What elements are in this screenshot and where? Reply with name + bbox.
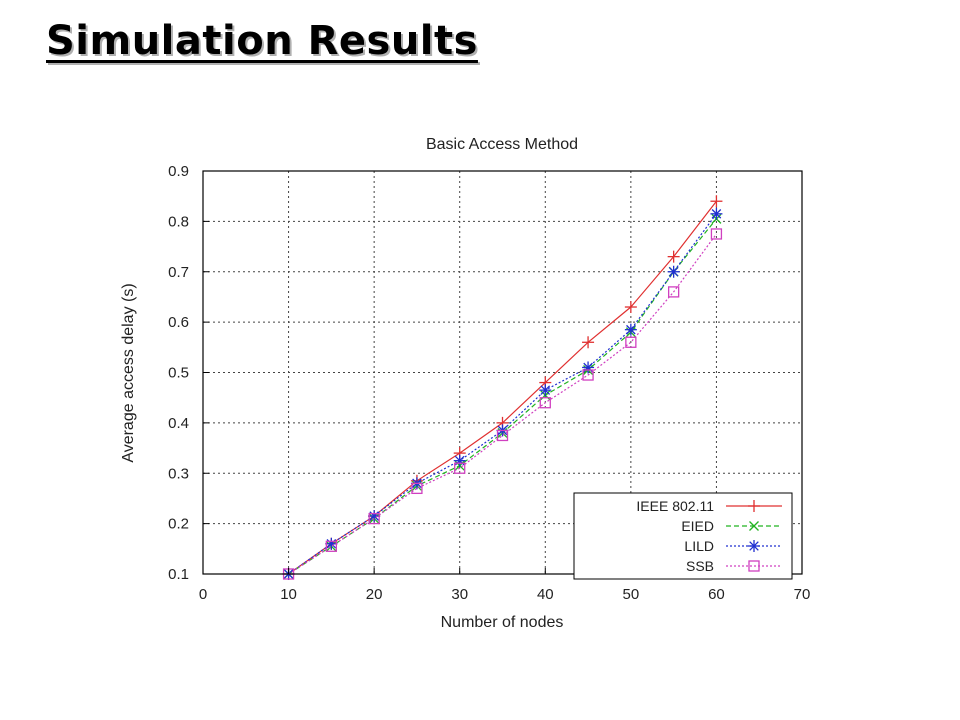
legend: IEEE 802.11 EIED LILD SSB xyxy=(573,492,793,580)
x-tick-label: 50 xyxy=(623,586,640,603)
x-tick-label: 30 xyxy=(451,586,468,603)
data-point-ssb xyxy=(325,540,338,552)
x-tick-label: 10 xyxy=(280,586,297,603)
data-point-ieee-802-11 xyxy=(667,250,680,263)
series-line-ssb xyxy=(288,233,717,575)
data-point-ieee-802-11 xyxy=(624,301,637,314)
y-tick-label: 0.9 xyxy=(168,163,189,180)
series xyxy=(282,195,723,580)
y-tick-label: 0.3 xyxy=(168,465,189,482)
x-axis-label: Number of nodes xyxy=(441,614,564,631)
legend-marker-eied xyxy=(749,521,759,531)
y-tick-label: 0.5 xyxy=(168,365,189,382)
legend-label-ssb: SSB xyxy=(686,558,714,574)
plot-frame xyxy=(202,170,803,575)
data-point-ssb xyxy=(411,482,423,495)
y-tick-label: 0.4 xyxy=(168,415,189,432)
y-tick-label: 0.8 xyxy=(168,213,189,230)
data-point-lild xyxy=(368,510,381,523)
y-tick-label: 0.2 xyxy=(168,516,189,533)
legend-label-ieee-802-11: IEEE 802.11 xyxy=(636,498,714,514)
y-axis-label: Average access delay (s) xyxy=(120,283,137,462)
data-point-lild xyxy=(453,454,466,467)
x-tick-label: 20 xyxy=(366,586,383,603)
data-point-ssb xyxy=(368,512,380,525)
legend-marker-lild xyxy=(748,540,760,552)
legend-label-eied: EIED xyxy=(681,518,714,534)
data-point-lild xyxy=(624,323,637,336)
plot-border xyxy=(202,170,803,575)
series-ssb xyxy=(282,228,723,580)
y-tick-label: 0.1 xyxy=(168,566,189,583)
data-point-ssb xyxy=(667,286,680,298)
data-point-ssb xyxy=(496,429,509,442)
tick-labels: 0 10 20 30 40 50 60 70 0.1 0.2 0.3 0.4 0.5 0.6 0.7 0.8 0… xyxy=(168,163,810,603)
data-point-ieee-802-11 xyxy=(582,336,595,349)
data-point-lild xyxy=(325,537,338,550)
data-point-ssb xyxy=(710,228,723,240)
y-tick-label: 0.6 xyxy=(168,314,189,331)
slide-title: Simulation Results xyxy=(46,18,478,64)
x-tick-label: 40 xyxy=(537,586,554,603)
legend-label-lild: LILD xyxy=(684,538,714,554)
data-point-ssb xyxy=(454,462,466,474)
data-point-lild xyxy=(539,384,552,397)
x-tick-label: 70 xyxy=(794,586,811,603)
data-point-ieee-802-11 xyxy=(710,195,723,208)
data-point-ssb xyxy=(625,336,637,348)
y-tick-label: 0.7 xyxy=(168,264,189,281)
data-point-ssb xyxy=(539,397,551,409)
data-point-ssb xyxy=(582,369,594,381)
legend-marker-ssb xyxy=(748,560,760,572)
data-point-lild xyxy=(667,265,680,278)
chart-title: Basic Access Method xyxy=(426,136,578,153)
data-point-lild xyxy=(710,207,723,220)
legend-box xyxy=(573,492,793,580)
x-tick-label: 60 xyxy=(708,586,725,603)
x-tick-label: 0 xyxy=(199,586,207,603)
legend-marker-ieee-802-11 xyxy=(748,500,760,512)
